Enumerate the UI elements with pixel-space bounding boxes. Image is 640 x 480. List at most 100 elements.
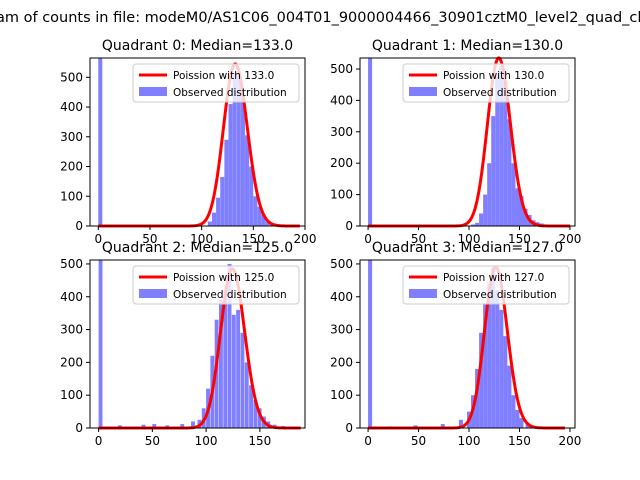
histogram-bar — [503, 336, 508, 429]
x-tick-label: 150 — [248, 434, 271, 448]
y-tick-label: 100 — [60, 189, 83, 203]
y-tick-label: 100 — [330, 188, 353, 202]
histogram-bar — [507, 365, 512, 428]
histogram-bar — [495, 75, 500, 227]
histogram-bar — [368, 58, 373, 226]
y-tick-label: 500 — [330, 257, 353, 271]
legend-label-observed: Observed distribution — [173, 87, 287, 99]
legend: Poission with 133.0 Observed distribution — [132, 63, 300, 103]
histogram-bar — [244, 362, 249, 429]
x-tick-label: 150 — [242, 232, 265, 246]
legend-label-observed: Observed distribution — [173, 289, 287, 301]
histogram-bar — [440, 424, 445, 428]
x-tick-label: 100 — [458, 232, 481, 246]
y-tick-label: 0 — [345, 219, 353, 233]
x-tick-label: 50 — [411, 232, 426, 246]
histogram-bar — [240, 332, 245, 428]
histogram-bar — [228, 104, 233, 226]
x-tick-label: 0 — [94, 232, 102, 246]
legend: Poission with 130.0 Observed distribution — [402, 63, 570, 103]
histogram-bar — [499, 65, 504, 226]
y-tick-label: 400 — [60, 100, 83, 114]
histogram-bar — [507, 119, 512, 226]
histogram-bar — [265, 221, 270, 226]
axes-frame — [359, 57, 576, 227]
y-tick-label: 200 — [330, 156, 353, 170]
y-tick-label: 300 — [60, 130, 83, 144]
histogram-bar — [152, 424, 157, 428]
histogram-bar — [487, 283, 492, 429]
histogram-bar — [491, 267, 496, 428]
legend-label-observed: Observed distribution — [443, 87, 557, 99]
legend-bar-swatch — [409, 289, 437, 298]
histogram-bar — [223, 290, 228, 428]
histogram-bar — [503, 81, 508, 226]
histogram-bar — [479, 332, 484, 428]
y-tick-label: 100 — [330, 388, 353, 402]
histogram-bar — [216, 197, 221, 226]
histogram-bar — [98, 260, 103, 428]
y-tick-label: 0 — [75, 219, 83, 233]
histogram-bar — [191, 421, 195, 428]
histogram-bar — [207, 221, 212, 226]
y-tick-label: 400 — [60, 290, 83, 304]
legend-label-poisson: Poission with 127.0 — [443, 272, 544, 284]
subplot-quadrant-0: 0 50 100 150 200 0 100 200 300 400 500 Quadrant 0: … — [60, 38, 316, 246]
histogram-bar — [515, 409, 520, 428]
histogram-bar — [519, 418, 524, 428]
histogram-bar — [180, 424, 185, 428]
histogram-bar — [211, 212, 216, 226]
histogram-bar — [368, 260, 373, 428]
y-tick-label: 400 — [330, 290, 353, 304]
x-tick-label: 50 — [142, 232, 157, 246]
subplot-title: Quadrant 3: Median=127.0 — [372, 240, 563, 256]
legend-box — [132, 63, 300, 103]
y-tick-label: 0 — [75, 421, 83, 435]
legend-label-poisson: Poission with 133.0 — [173, 70, 274, 82]
y-tick-label: 200 — [60, 160, 83, 174]
histogram-bar — [458, 419, 463, 428]
y-tick-label: 300 — [330, 125, 353, 139]
legend: Poission with 127.0 Observed distribution — [402, 265, 570, 305]
histogram-bar — [224, 139, 229, 226]
y-tick-label: 300 — [60, 323, 83, 337]
x-tick-label: 200 — [294, 232, 317, 246]
x-tick-label: 100 — [190, 232, 213, 246]
histogram-bar — [495, 290, 500, 428]
y-tick-label: 300 — [330, 323, 353, 337]
histogram-bar — [236, 309, 241, 429]
x-tick-label: 0 — [364, 232, 372, 246]
legend-bar-swatch — [139, 289, 167, 298]
x-tick-label: 150 — [508, 434, 531, 448]
histogram-bar — [98, 58, 103, 226]
legend-box — [402, 63, 570, 103]
legend-label-poisson: Poission with 130.0 — [443, 70, 544, 82]
histogram-bar — [249, 166, 254, 226]
histogram-bar — [253, 196, 258, 226]
legend-label-poisson: Poission with 125.0 — [173, 272, 274, 284]
axes-frame — [89, 259, 306, 429]
histogram-bar — [519, 196, 524, 226]
histogram-bar — [245, 135, 250, 226]
legend-bar-swatch — [409, 87, 437, 96]
histogram-bar — [511, 163, 516, 226]
histogram-bar — [227, 263, 232, 428]
x-tick-label: 50 — [145, 434, 160, 448]
x-tick-label: 200 — [558, 434, 581, 448]
y-tick-label: 500 — [60, 257, 83, 271]
legend-bar-swatch — [139, 87, 167, 96]
histogram-bar — [479, 213, 484, 226]
axes-frame — [89, 57, 306, 227]
histogram-bar — [219, 300, 223, 428]
x-tick-label: 100 — [458, 434, 481, 448]
histogram-bar — [257, 408, 262, 428]
x-tick-label: 100 — [195, 434, 218, 448]
legend-label-observed: Observed distribution — [443, 289, 557, 301]
x-tick-label: 0 — [95, 434, 103, 448]
y-tick-label: 200 — [330, 355, 353, 369]
histogram-bar — [511, 395, 516, 428]
histogram-bar — [257, 206, 262, 226]
y-tick-label: 200 — [60, 355, 83, 369]
